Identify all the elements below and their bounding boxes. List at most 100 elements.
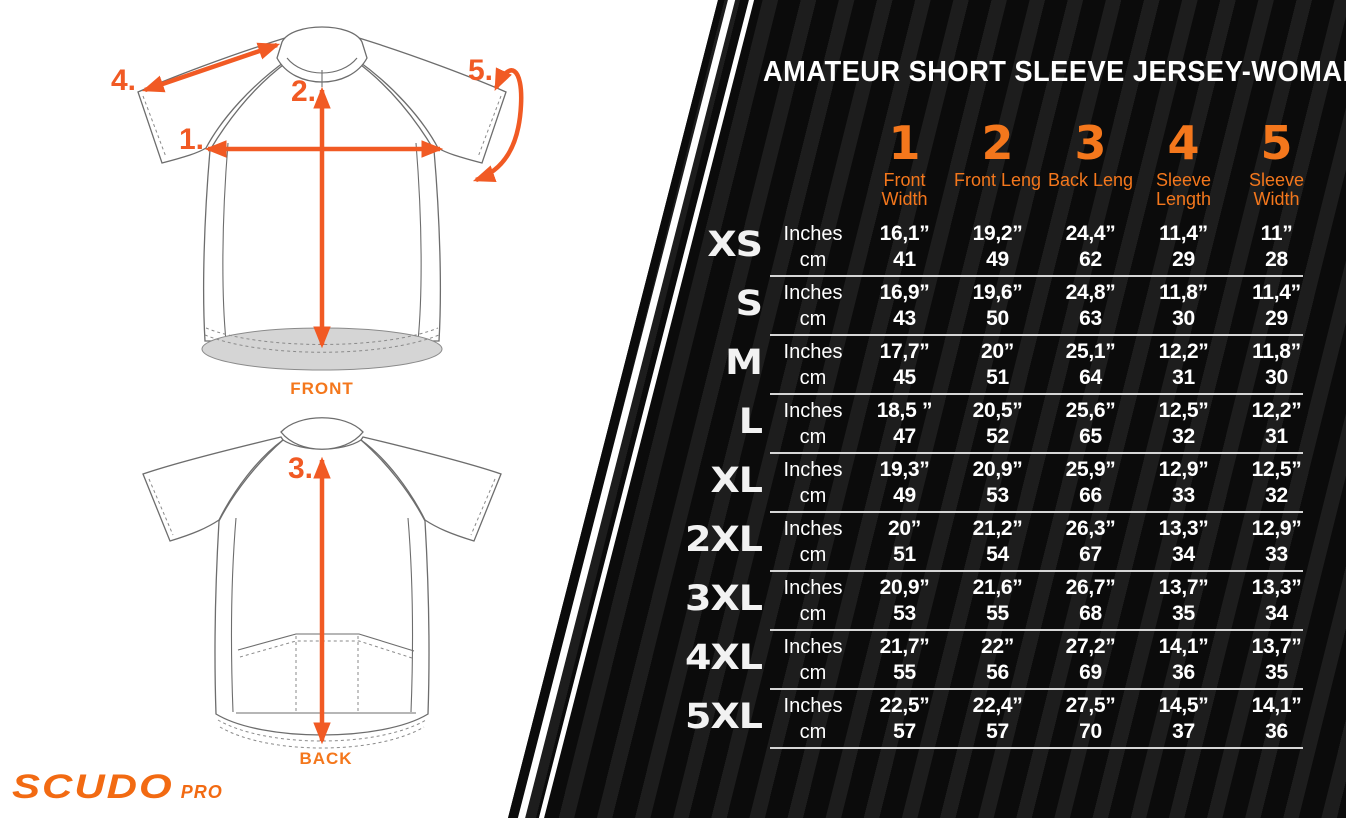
value-cell: 12,9” 33 — [1251, 517, 1302, 566]
back-hem-stitch-2 — [219, 726, 425, 749]
value-cell: 19,3” 49 — [879, 458, 930, 507]
row-separator — [770, 747, 1303, 749]
value-cell: 13,3” 34 — [1158, 517, 1209, 566]
table-row-2xl: 2XL Inches cm 20” 51 21,2” 54 26,3” 67 13,3… — [640, 513, 1323, 572]
column-label: Front Width — [881, 170, 928, 209]
value-cell: 11,4” 29 — [1252, 281, 1301, 330]
value-cell: 18,5 ” 47 — [876, 399, 933, 448]
value-cell: 20,9” 53 — [879, 576, 930, 625]
column-label: Back Leng — [1047, 170, 1134, 190]
size-label: S — [735, 282, 763, 324]
inches-label: Inches — [783, 518, 843, 540]
column-header-5: 5 Sleeve Width — [1230, 118, 1323, 209]
size-label: XS — [707, 223, 763, 265]
size-label: 3XL — [685, 577, 763, 619]
cm-label: cm — [799, 662, 827, 684]
value-cell: 11,8” 30 — [1252, 340, 1301, 389]
brand-logo: SCUDO PRO — [12, 763, 223, 803]
value-cell: 25,6” 65 — [1065, 399, 1116, 448]
value-cell: 22,4” 57 — [972, 694, 1023, 743]
size-label: L — [738, 400, 763, 442]
size-table: XS Inches cm 16,1” 41 19,2” 49 24,4” 62 11,… — [640, 218, 1323, 749]
value-cell: 27,5” 70 — [1065, 694, 1116, 743]
column-number: 1 — [888, 116, 921, 170]
value-cell: 22” 56 — [981, 635, 1014, 684]
table-row-5xl: 5XL Inches cm 22,5” 57 22,4” 57 27,5” 70 14… — [640, 690, 1323, 749]
row-separator — [770, 629, 1303, 631]
cm-label: cm — [799, 544, 827, 566]
table-row-3xl: 3XL Inches cm 20,9” 53 21,6” 55 26,7” 68 13… — [640, 572, 1323, 631]
measure-label-4: 4. — [111, 64, 136, 97]
value-cell: 16,1” 41 — [879, 222, 930, 271]
measure-label-5: 5. — [468, 54, 493, 87]
unit-labels: Inches cm — [768, 277, 858, 336]
back-left-cuff-seam — [148, 478, 174, 536]
value-cell: 24,4” 62 — [1065, 222, 1116, 271]
front-right-panel-seam — [415, 142, 422, 342]
value-cell: 26,7” 68 — [1065, 576, 1116, 625]
column-header-1: 1 Front Width — [858, 118, 951, 209]
unit-labels: Inches cm — [768, 218, 858, 277]
row-separator — [770, 334, 1303, 336]
size-label: XL — [710, 459, 763, 501]
value-cell: 21,7” 55 — [879, 635, 930, 684]
front-left-panel-seam — [222, 142, 229, 342]
table-row-s: S Inches cm 16,9” 43 19,6” 50 24,8” 63 11,8… — [640, 277, 1323, 336]
back-measure-arrows: 3. BACK — [288, 452, 352, 768]
value-cell: 14,1” 36 — [1251, 694, 1302, 743]
back-collar — [280, 417, 364, 450]
unit-labels: Inches cm — [768, 454, 858, 513]
front-hem-stitch-1 — [205, 327, 439, 345]
value-cell: 19,2” 49 — [972, 222, 1023, 271]
row-separator — [770, 688, 1303, 690]
column-label: Front Leng — [953, 170, 1042, 190]
unit-labels: Inches cm — [768, 513, 858, 572]
front-hem-stitch-2 — [204, 334, 440, 353]
size-label: 4XL — [685, 636, 763, 678]
value-cell: 13,7” 35 — [1158, 576, 1209, 625]
cm-label: cm — [799, 249, 827, 271]
inches-label: Inches — [783, 400, 843, 422]
chart-title: AMATEUR SHORT SLEEVE JERSEY-WOMAN — [763, 56, 1346, 88]
value-cell: 12,5” 32 — [1158, 399, 1209, 448]
size-label: 5XL — [685, 695, 763, 737]
unit-labels: Inches cm — [768, 572, 858, 631]
value-cell: 20” 51 — [888, 517, 921, 566]
table-row-xl: XL Inches cm 19,3” 49 20,9” 53 25,9” 66 12,… — [640, 454, 1323, 513]
cm-label: cm — [799, 367, 827, 389]
value-cell: 20,9” 53 — [972, 458, 1023, 507]
value-cell: 27,2” 69 — [1065, 635, 1116, 684]
unit-labels: Inches cm — [768, 336, 858, 395]
measure-arrow-5 — [472, 67, 524, 183]
front-left-cuff-seam — [142, 95, 167, 158]
value-cell: 11,8” 30 — [1159, 281, 1208, 330]
value-cell: 24,8” 63 — [1065, 281, 1116, 330]
value-cell: 21,6” 55 — [972, 576, 1023, 625]
back-right-cuff-seam — [470, 478, 496, 536]
value-cell: 19,6” 50 — [972, 281, 1023, 330]
back-right-sleeve — [360, 436, 502, 542]
size-label: 2XL — [685, 518, 763, 560]
value-cell: 11,4” 29 — [1159, 222, 1208, 271]
row-separator — [770, 393, 1303, 395]
value-cell: 20” 51 — [981, 340, 1014, 389]
cm-label: cm — [799, 603, 827, 625]
back-left-sleeve — [142, 436, 284, 542]
column-header-4: 4 Sleeve Length — [1137, 118, 1230, 209]
unit-labels: Inches cm — [768, 690, 858, 749]
cm-label: cm — [799, 308, 827, 330]
cm-label: cm — [799, 426, 827, 448]
inches-label: Inches — [783, 695, 843, 717]
unit-labels: Inches cm — [768, 395, 858, 454]
value-cell: 13,3” 34 — [1251, 576, 1302, 625]
inches-label: Inches — [783, 282, 843, 304]
back-right-panel-seam — [407, 517, 414, 713]
value-cell: 22,5” 57 — [879, 694, 930, 743]
front-caption: FRONT — [290, 379, 354, 398]
table-row-l: L Inches cm 18,5 ” 47 20,5” 52 25,6” 65 12,… — [640, 395, 1323, 454]
cm-label: cm — [799, 485, 827, 507]
value-cell: 25,1” 64 — [1065, 340, 1116, 389]
inches-label: Inches — [783, 636, 843, 658]
row-separator — [770, 275, 1303, 277]
